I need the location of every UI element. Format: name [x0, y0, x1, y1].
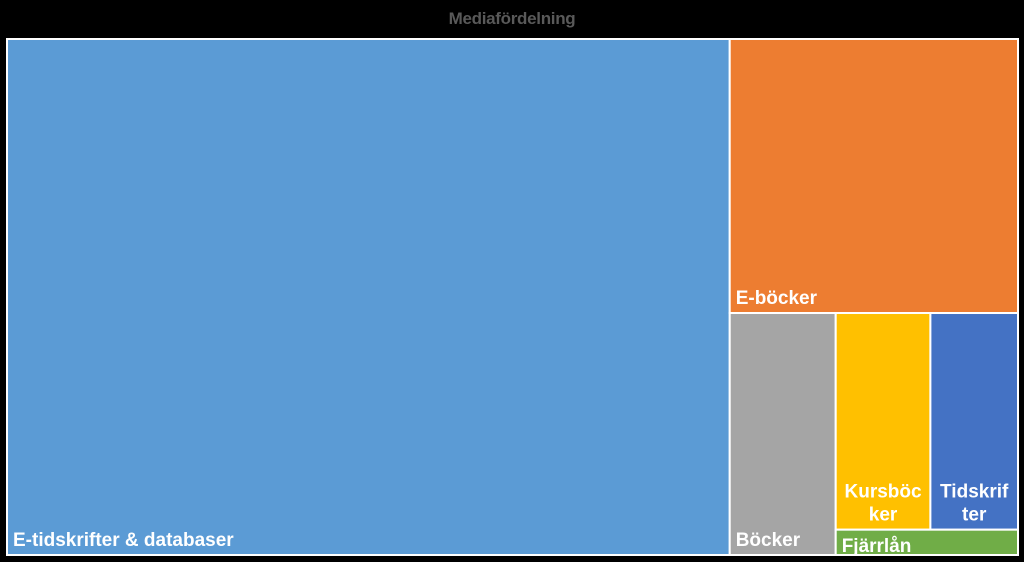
tile-label-bocker: Böcker — [736, 530, 801, 551]
tile-label-line: E-tidskrifter & databaser — [13, 530, 234, 551]
tile-label-line: Tidskrif — [940, 482, 1009, 503]
tile-label-fjarrlan: Fjärrlån — [842, 536, 912, 557]
tile-label-line: Fjärrlån — [842, 536, 912, 557]
tile-e-bocker — [728, 38, 1020, 315]
tile-label-line: ter — [962, 505, 987, 526]
tile-label-line: Böcker — [736, 530, 801, 551]
tile-label-tidskrifter: Tidskrif ter — [940, 482, 1009, 526]
tile-bocker — [728, 312, 837, 556]
tile-label-line: Kursböc — [845, 482, 923, 503]
tile-fjarrlan — [834, 528, 1019, 556]
tile-label-kursbocker: Kursböc ker — [845, 482, 923, 526]
tile-label-line: ker — [869, 505, 898, 526]
tile-label-e-tidskrifter-and-databaser: E-tidskrifter & databaser — [13, 530, 234, 551]
tile-label-e-bocker: E-böcker — [736, 288, 818, 309]
tile-label-line: E-böcker — [736, 288, 818, 309]
chart-title: Mediafördelning — [448, 9, 576, 28]
tile-e-tidskrifter-and-databaser — [6, 38, 731, 556]
